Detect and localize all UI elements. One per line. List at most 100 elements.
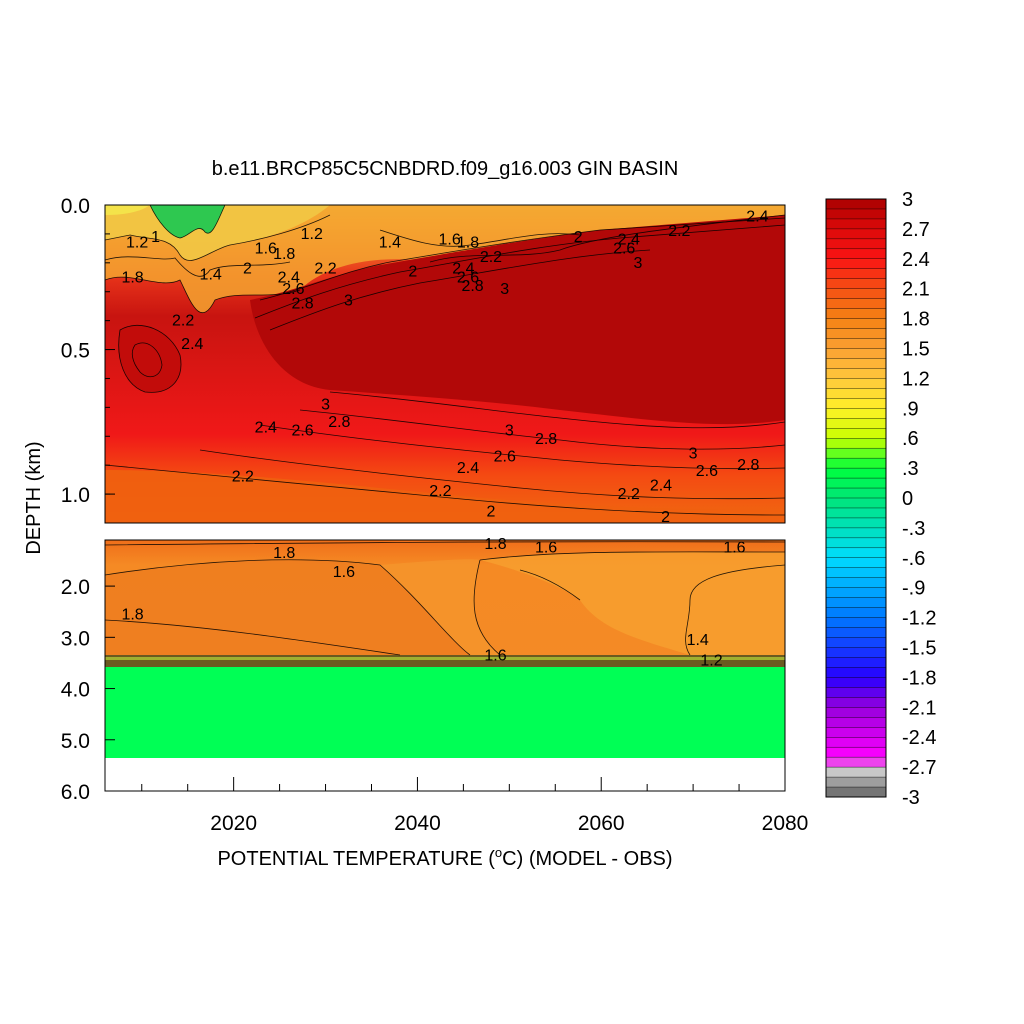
colorbar-label: .3 xyxy=(902,458,919,480)
colorbar-bin xyxy=(825,697,887,708)
colorbar: 3 2.7 2.4 2.1 1.8 1.5 1.2 .9 .6 .3 0 -.3 -.6 -.9 -1.2 -… xyxy=(825,189,936,809)
colorbar-bin xyxy=(825,378,887,389)
colorbar-bin xyxy=(825,447,887,459)
colorbar-bin xyxy=(825,428,887,439)
colorbar-bin xyxy=(825,617,887,629)
contour-label: 1.6 xyxy=(438,232,460,249)
contour-label: 2.8 xyxy=(328,414,350,431)
colorbar-label: 1.2 xyxy=(902,368,930,390)
contour-label: 2.8 xyxy=(291,295,313,312)
contour-label: 2.2 xyxy=(618,486,640,503)
colorbar-bin xyxy=(825,308,887,320)
colorbar-bin xyxy=(825,766,887,778)
contour-label: 2.6 xyxy=(613,240,635,257)
y-tick-label: 6.0 xyxy=(61,781,90,804)
colorbar-bin xyxy=(825,268,887,280)
colorbar-label: -.9 xyxy=(902,578,925,600)
colorbar-bin xyxy=(825,587,887,599)
y-tick-label: 0.5 xyxy=(61,340,90,363)
colorbar-bin xyxy=(825,487,887,499)
contour-label: 1.4 xyxy=(379,235,401,252)
y-tick-label: 4.0 xyxy=(61,679,90,702)
contour-label: 1.8 xyxy=(273,545,295,562)
colorbar-bin xyxy=(825,507,887,519)
colorbar-bin xyxy=(825,388,887,399)
y-tick-label: 1.0 xyxy=(61,484,90,507)
contour-label: 2 xyxy=(486,503,495,520)
colorbar-bin xyxy=(825,438,887,449)
colorbar-bin xyxy=(825,238,887,250)
contour-label: 2.4 xyxy=(650,477,672,494)
colorbar-label: -1.2 xyxy=(902,608,936,630)
contour-label: 2.2 xyxy=(172,313,194,330)
colorbar-label: 2.7 xyxy=(902,219,930,241)
x-axis-label-after: C) (MODEL - OBS) xyxy=(502,848,672,870)
x-axis-label-before: POTENTIAL TEMPERATURE ( xyxy=(217,848,495,870)
contour-label: 2.4 xyxy=(746,209,768,226)
colorbar-bin xyxy=(825,537,887,549)
colorbar-bin xyxy=(825,776,887,788)
y-tick-label: 0.0 xyxy=(61,195,90,218)
colorbar-bin xyxy=(825,667,887,678)
x-tick-label: 2060 xyxy=(578,812,625,835)
colorbar-bin xyxy=(825,717,887,728)
contour-label: 3 xyxy=(634,255,643,272)
x-axis-label: POTENTIAL TEMPERATURE (oC) (MODEL - OBS) xyxy=(217,845,672,870)
colorbar-bin xyxy=(825,418,887,429)
contour-label: 2.8 xyxy=(461,278,483,295)
y-tick-label: 3.0 xyxy=(61,627,90,650)
contour-label: 2 xyxy=(408,263,417,280)
colorbar-bin xyxy=(825,328,887,340)
contour-label: 1.2 xyxy=(126,235,148,252)
x-axis-label-degree: o xyxy=(495,845,502,860)
contour-label: 2.6 xyxy=(457,269,479,286)
colorbar-label: -3 xyxy=(902,787,920,809)
colorbar-label: -2.1 xyxy=(902,697,936,719)
colorbar-label: -.6 xyxy=(902,548,925,570)
contour-label: 1.2 xyxy=(700,652,722,669)
contour-label: 2.4 xyxy=(452,261,474,278)
colorbar-label: -2.4 xyxy=(902,727,936,749)
upper-panel-frame xyxy=(104,204,786,524)
colorbar-label: .6 xyxy=(902,428,919,450)
colorbar-bin xyxy=(825,677,887,688)
colorbar-bin xyxy=(825,727,887,738)
contour-label: 3 xyxy=(500,281,509,298)
y-axis-label: DEPTH (km) xyxy=(23,441,45,554)
y-tick-label: 5.0 xyxy=(61,730,90,753)
contour-label: 1.4 xyxy=(200,266,222,283)
x-tick-label: 2020 xyxy=(210,812,257,835)
colorbar-label: -1.5 xyxy=(902,638,936,660)
contour-label: 2.4 xyxy=(255,420,277,437)
colorbar-bin xyxy=(825,557,887,569)
contour-label: 1.6 xyxy=(255,240,277,257)
contour-label: 2.2 xyxy=(314,261,336,278)
colorbar-bin xyxy=(825,358,887,369)
contour-label: 1.8 xyxy=(121,269,143,286)
contour-label: 2 xyxy=(661,509,670,526)
contour-label: 2.6 xyxy=(282,281,304,298)
colorbar-bin xyxy=(825,298,887,310)
contour-label: 3 xyxy=(689,446,698,463)
colorbar-label: -2.7 xyxy=(902,757,936,779)
chart-title: b.e11.BRCP85C5CNBDRD.f09_g16.003 GIN BAS… xyxy=(212,158,679,180)
colorbar-bin xyxy=(825,647,887,658)
colorbar-bin xyxy=(825,627,887,639)
contour-label: 2.6 xyxy=(291,422,313,439)
colorbar-bin xyxy=(825,577,887,589)
colorbar-label: 1.5 xyxy=(902,339,930,361)
colorbar-bin xyxy=(825,527,887,539)
colorbar-bin xyxy=(825,497,887,509)
colorbar-bin xyxy=(825,408,887,419)
contour-label: 1 xyxy=(151,229,160,246)
contour-label: 3 xyxy=(505,422,514,439)
colorbar-bin xyxy=(825,288,887,300)
contour-label: 3 xyxy=(321,396,330,413)
contour-label: 2.6 xyxy=(494,449,516,466)
lower-panel-frame xyxy=(104,539,786,792)
colorbar-bin xyxy=(825,457,887,469)
colorbar-bin xyxy=(825,737,887,748)
colorbar-bin xyxy=(825,707,887,718)
contour-label: 1.6 xyxy=(535,540,557,557)
